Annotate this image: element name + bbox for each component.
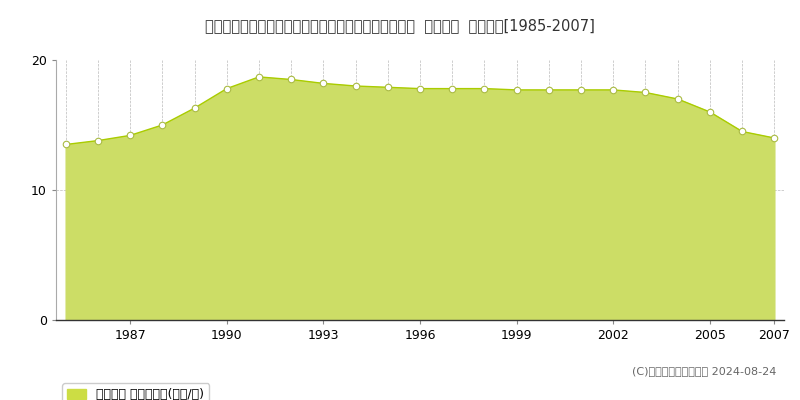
Point xyxy=(59,141,72,148)
Point xyxy=(671,96,684,102)
Point xyxy=(768,135,781,141)
Text: (C)土地価格ドットコム 2024-08-24: (C)土地価格ドットコム 2024-08-24 xyxy=(632,366,776,376)
Point xyxy=(607,87,620,93)
Point xyxy=(639,89,652,96)
Point xyxy=(253,74,266,80)
Point xyxy=(414,85,426,92)
Point xyxy=(349,83,362,89)
Text: 広島県福山市津之郷町大字加屋字内水越３３４番１外  地価公示  地価推移[1985-2007]: 広島県福山市津之郷町大字加屋字内水越３３４番１外 地価公示 地価推移[1985-… xyxy=(205,18,595,33)
Point xyxy=(124,132,137,138)
Legend: 地価公示 平均坪単価(万円/坪): 地価公示 平均坪単価(万円/坪) xyxy=(62,384,209,400)
Point xyxy=(703,109,716,115)
Point xyxy=(156,122,169,128)
Point xyxy=(91,137,104,144)
Point xyxy=(285,76,298,83)
Point xyxy=(510,87,523,93)
Point xyxy=(446,85,458,92)
Point xyxy=(542,87,555,93)
Point xyxy=(736,128,749,135)
Point xyxy=(382,84,394,90)
Point xyxy=(574,87,587,93)
Point xyxy=(478,85,491,92)
Point xyxy=(188,105,201,111)
Point xyxy=(317,80,330,86)
Point xyxy=(220,85,233,92)
